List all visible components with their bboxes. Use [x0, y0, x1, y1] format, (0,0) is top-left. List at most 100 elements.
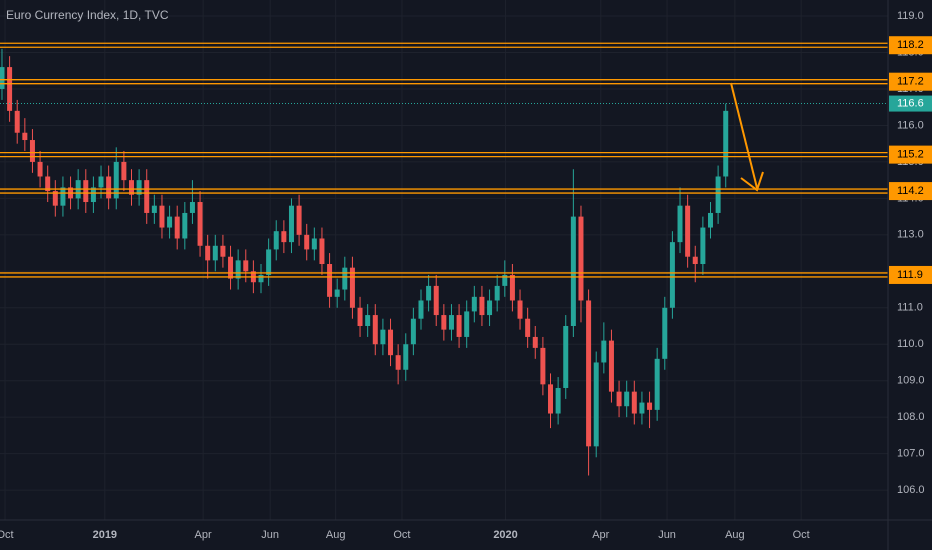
candle-body: [37, 161, 43, 177]
level-label: 114.2: [897, 185, 924, 197]
candle-body: [372, 315, 378, 345]
candle-body: [502, 274, 508, 286]
candle-body: [45, 176, 51, 192]
candle-body: [593, 362, 599, 447]
candle-body: [418, 300, 424, 319]
candle-body: [29, 140, 35, 162]
candle-body: [342, 267, 348, 290]
y-tick-label: 106.0: [897, 484, 925, 496]
candle-body: [334, 289, 340, 297]
candle-body: [128, 180, 134, 195]
candle-body: [90, 187, 96, 203]
candle-body: [220, 245, 226, 257]
candle-body: [296, 205, 302, 235]
candle-body: [197, 202, 203, 246]
candle-body: [517, 300, 523, 319]
candle-body: [707, 212, 713, 228]
x-tick-label: Aug: [725, 529, 745, 541]
candle-body: [525, 318, 531, 337]
candle-body: [426, 285, 432, 301]
candle-body: [448, 315, 454, 330]
chart-title: Euro Currency Index, 1D, TVC: [6, 8, 169, 22]
candle-body: [555, 387, 561, 414]
x-tick-label: Apr: [195, 529, 212, 541]
candle-body: [403, 344, 409, 370]
x-tick-label: Oct: [0, 529, 14, 541]
y-tick-label: 116.0: [897, 119, 924, 131]
candle-body: [685, 205, 691, 257]
candle-body: [243, 260, 249, 272]
candle-body: [83, 180, 89, 203]
candle-body: [136, 180, 142, 195]
x-tick-label: Aug: [326, 529, 346, 541]
y-tick-label: 108.0: [897, 411, 925, 423]
candle-body: [464, 311, 470, 337]
last-price-tag: [889, 95, 932, 112]
candle-body: [212, 245, 218, 261]
x-tick-label: Jun: [261, 529, 279, 541]
last-price-label: 116.6: [897, 97, 924, 109]
candle-body: [106, 176, 112, 199]
candle-body: [532, 336, 538, 348]
candle-body: [60, 187, 66, 206]
candle-body: [601, 340, 607, 363]
candle-body: [7, 67, 13, 111]
candle-body: [14, 110, 20, 133]
candle-body: [578, 216, 584, 301]
candle-body: [395, 355, 401, 370]
x-tick-label: Oct: [793, 529, 810, 541]
candle-body: [639, 402, 645, 414]
candle-body: [608, 340, 614, 392]
candle-body: [159, 205, 165, 228]
x-tick-label: 2020: [493, 529, 517, 541]
y-tick-label: 119.0: [897, 10, 924, 22]
candle-body: [540, 347, 546, 385]
candle-body: [273, 231, 279, 250]
x-tick-label: 2019: [93, 529, 117, 541]
candle-body: [304, 234, 310, 250]
candle-body: [433, 285, 439, 316]
level-tag: [889, 145, 932, 164]
candle-body: [548, 384, 554, 414]
candle-body: [624, 391, 630, 407]
candle-body: [388, 329, 394, 356]
candle-body: [456, 315, 462, 337]
candle-body: [471, 296, 477, 312]
candle-body: [22, 132, 28, 141]
candle-body: [631, 391, 637, 414]
candle-body: [349, 267, 355, 308]
candle-body: [570, 216, 576, 327]
candle-body: [677, 205, 683, 243]
x-tick-label: Apr: [592, 529, 609, 541]
level-label: 118.2: [897, 39, 924, 51]
candle-body: [235, 260, 241, 279]
candle-body: [288, 205, 294, 243]
y-tick-label: 107.0: [897, 448, 925, 460]
level-tag: [889, 36, 932, 55]
candle-body: [494, 285, 500, 301]
y-tick-label: 113.0: [897, 229, 924, 241]
candle-body: [365, 315, 371, 327]
candle-body: [616, 391, 622, 407]
level-tag: [889, 265, 932, 284]
x-tick-label: Jun: [658, 529, 676, 541]
x-tick-label: Oct: [393, 529, 410, 541]
candle-body: [327, 264, 333, 297]
level-label: 115.2: [897, 149, 924, 161]
candle-body: [647, 402, 653, 410]
candle-body: [205, 245, 211, 261]
candle-body: [692, 256, 698, 265]
candle-body: [319, 238, 325, 265]
level-label: 111.9: [897, 269, 923, 281]
candle-body: [258, 274, 264, 283]
candle-body: [380, 329, 386, 345]
candle-body: [228, 256, 234, 279]
candle-body: [487, 300, 493, 316]
candle-body: [151, 205, 157, 213]
y-tick-label: 109.0: [897, 375, 925, 387]
candle-body: [52, 191, 58, 206]
candle-body: [281, 231, 287, 243]
candle-body: [586, 300, 592, 447]
